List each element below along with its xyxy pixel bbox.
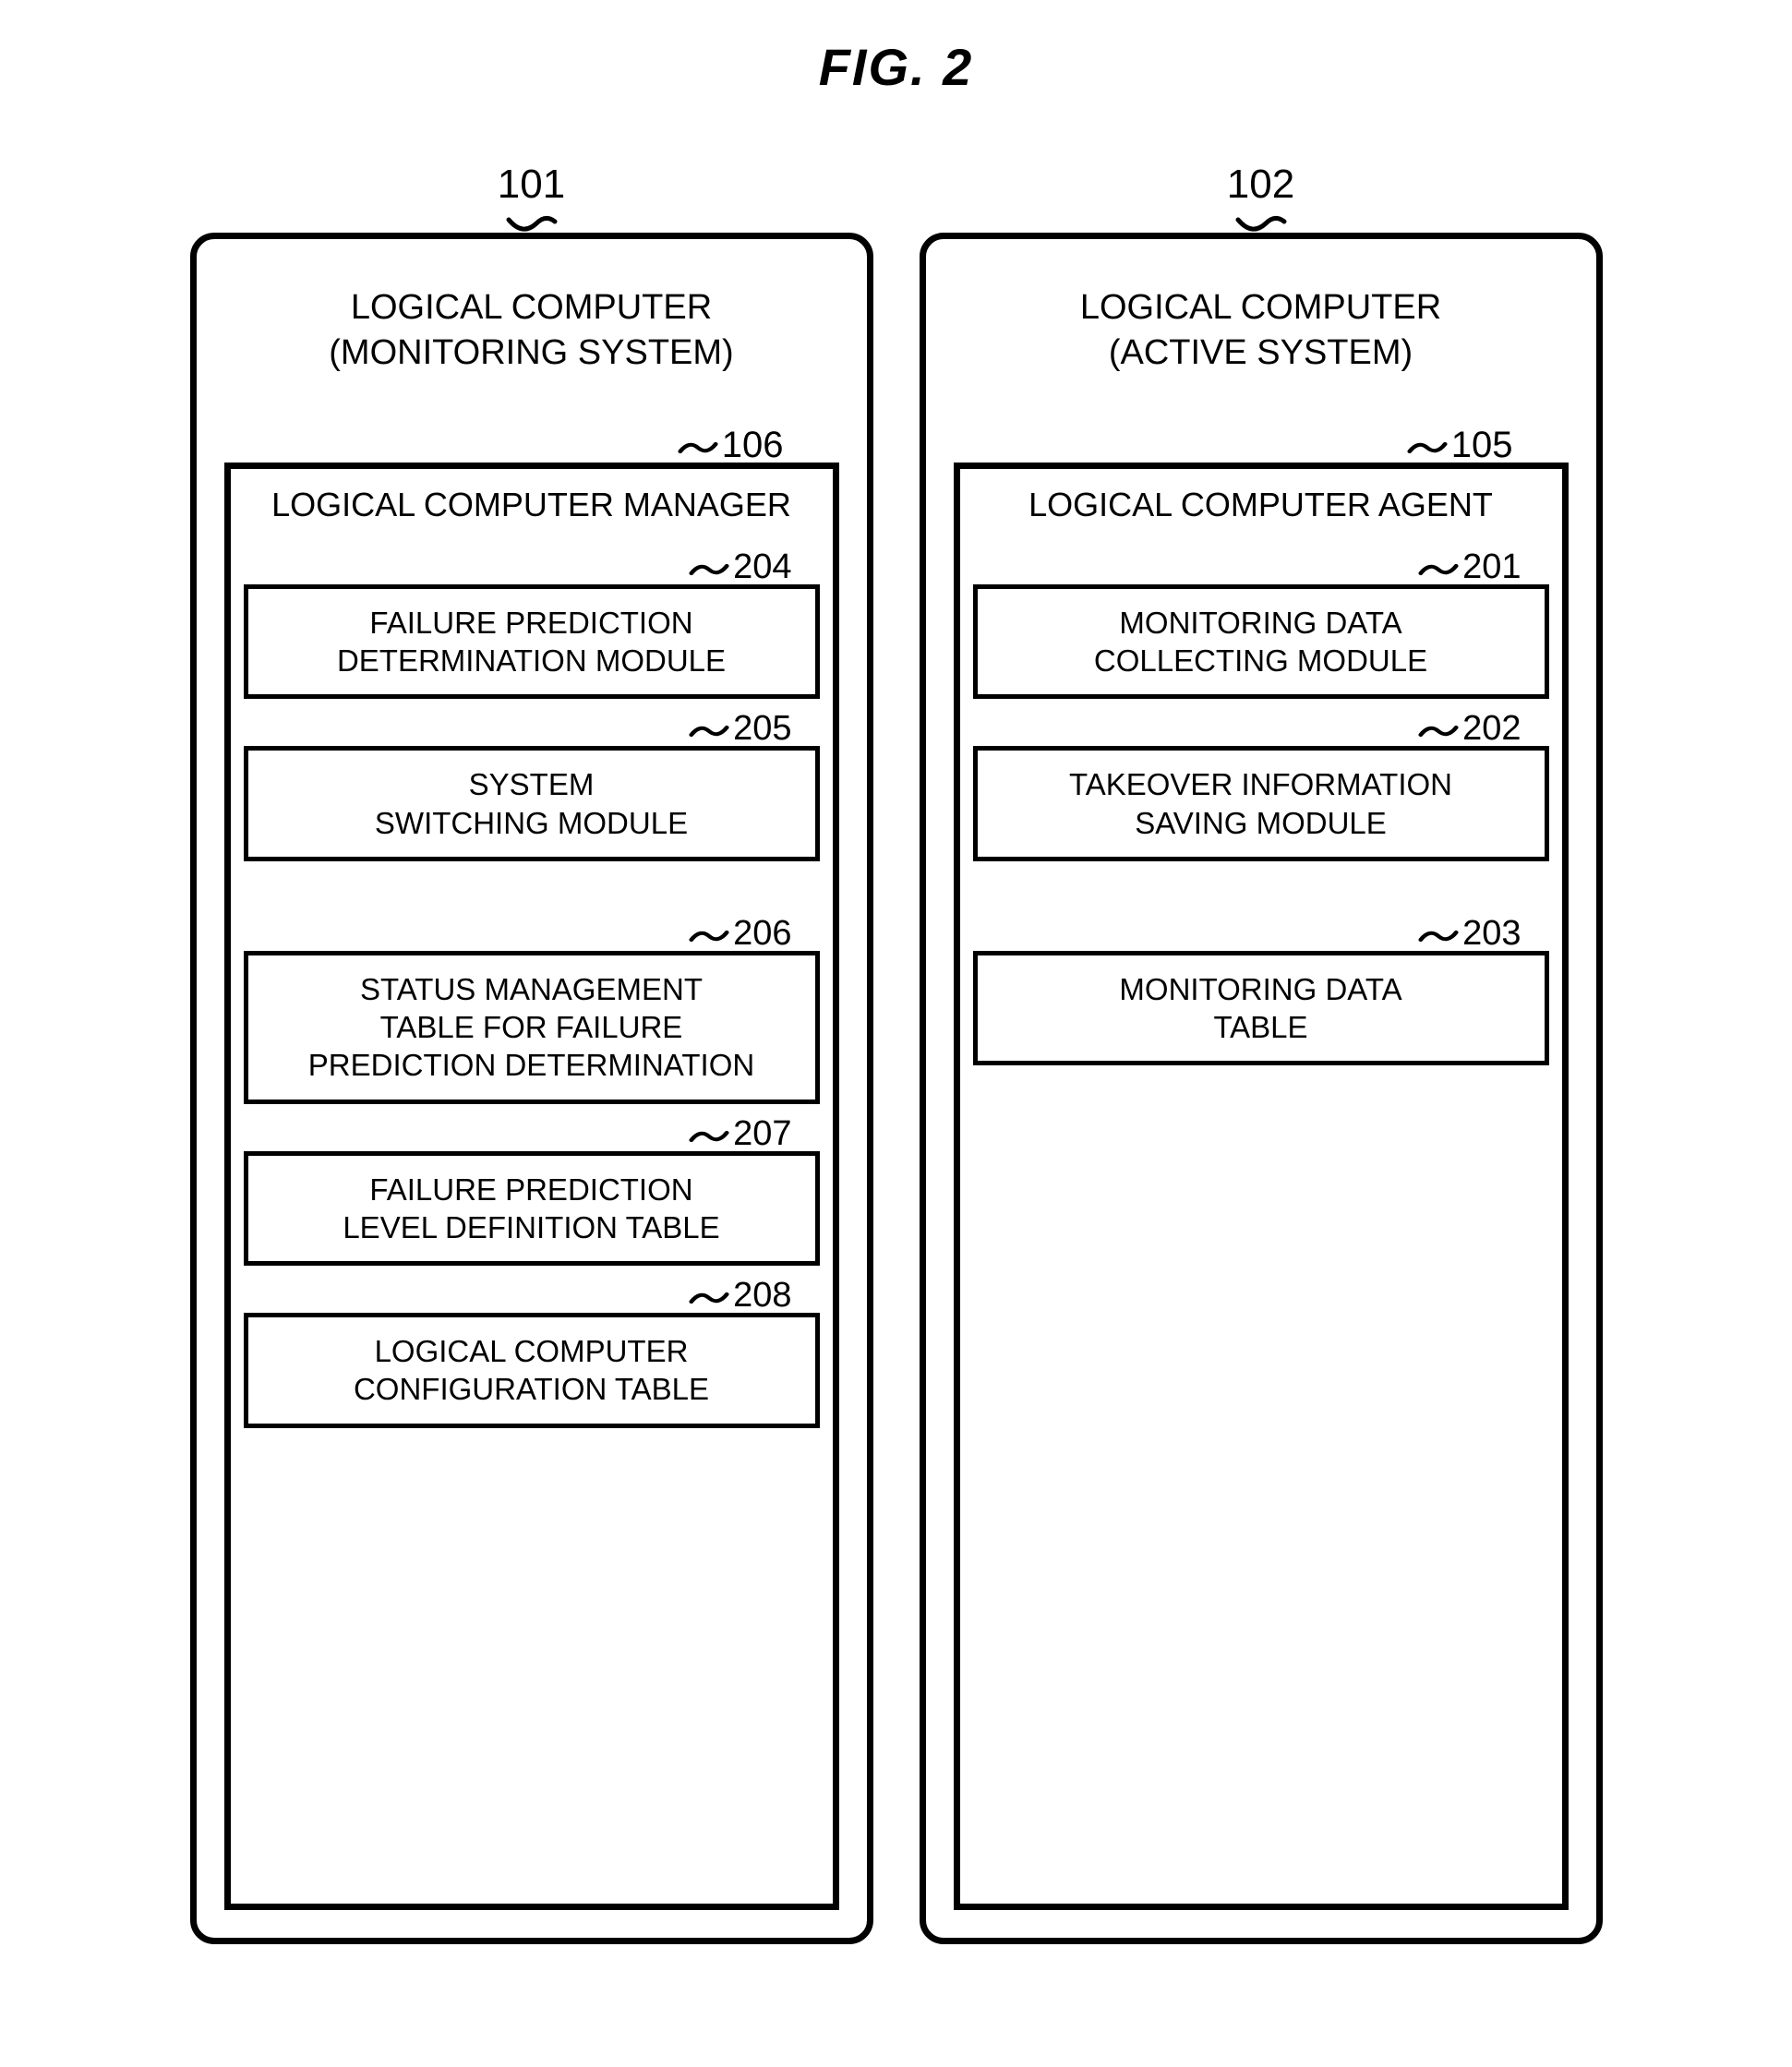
m202-ref: 202 [1462, 709, 1521, 749]
left-inner-box: LOGICAL COMPUTER MANAGER 204 FAILURE PRE… [224, 463, 839, 1910]
tilde-icon [689, 917, 728, 956]
m206-ref: 206 [733, 914, 791, 954]
m208-line2: CONFIGURATION TABLE [354, 1372, 709, 1406]
right-inner-ref-row: 105 [954, 423, 1569, 468]
tilde-icon [1407, 428, 1447, 468]
right-inner-ref: 105 [1451, 425, 1513, 466]
module-206: STATUS MANAGEMENT TABLE FOR FAILURE PRED… [244, 951, 820, 1104]
tilde-icon [678, 428, 717, 468]
spacer [973, 869, 1549, 911]
m204-ref-row: 204 [244, 545, 820, 590]
spacer [244, 869, 820, 911]
columns-wrapper: 101 LOGICAL COMPUTER (MONITORING SYSTEM)… [190, 162, 1603, 1944]
module-201: MONITORING DATA COLLECTING MODULE [973, 584, 1549, 700]
m204-ref: 204 [733, 547, 791, 587]
module-208: LOGICAL COMPUTER CONFIGURATION TABLE [244, 1313, 820, 1428]
module-207: FAILURE PREDICTION LEVEL DEFINITION TABL… [244, 1151, 820, 1267]
tilde-icon [689, 712, 728, 751]
m203-ref-row: 203 [973, 911, 1549, 956]
right-ref-num: 102 [920, 162, 1603, 208]
left-title-line2: (MONITORING SYSTEM) [329, 333, 733, 372]
m204-line1: FAILURE PREDICTION [369, 606, 692, 640]
right-outer-box: LOGICAL COMPUTER (ACTIVE SYSTEM) 105 LOG… [920, 233, 1603, 1944]
m208-ref: 208 [733, 1276, 791, 1316]
m206-line2: TABLE FOR FAILURE [380, 1010, 683, 1044]
module-203: MONITORING DATA TABLE [973, 951, 1549, 1066]
m202-line2: SAVING MODULE [1135, 806, 1387, 840]
left-outer-title: LOGICAL COMPUTER (MONITORING SYSTEM) [224, 285, 839, 377]
m206-line3: PREDICTION DETERMINATION [308, 1048, 754, 1082]
module-204: FAILURE PREDICTION DETERMINATION MODULE [244, 584, 820, 700]
tilde-icon [1418, 917, 1458, 956]
tilde-icon [1418, 712, 1458, 751]
m208-line1: LOGICAL COMPUTER [375, 1334, 689, 1368]
m205-ref: 205 [733, 709, 791, 749]
m208-ref-row: 208 [244, 1273, 820, 1318]
m207-ref: 207 [733, 1114, 791, 1154]
right-outer-title: LOGICAL COMPUTER (ACTIVE SYSTEM) [954, 285, 1569, 377]
tilde-icon [689, 1117, 728, 1157]
module-205: SYSTEM SWITCHING MODULE [244, 746, 820, 861]
right-column: 102 LOGICAL COMPUTER (ACTIVE SYSTEM) 105… [920, 162, 1603, 1944]
m201-line2: COLLECTING MODULE [1094, 643, 1427, 678]
left-column: 101 LOGICAL COMPUTER (MONITORING SYSTEM)… [190, 162, 873, 1944]
m207-line1: FAILURE PREDICTION [369, 1172, 692, 1207]
m201-line1: MONITORING DATA [1119, 606, 1401, 640]
m207-ref-row: 207 [244, 1112, 820, 1157]
left-ref-num: 101 [190, 162, 873, 208]
m203-ref: 203 [1462, 914, 1521, 954]
tilde-icon [689, 550, 728, 590]
m201-ref-row: 201 [973, 545, 1549, 590]
m201-ref: 201 [1462, 547, 1521, 587]
m203-line2: TABLE [1213, 1010, 1307, 1044]
right-inner-title: LOGICAL COMPUTER AGENT [973, 486, 1549, 524]
m204-line2: DETERMINATION MODULE [337, 643, 726, 678]
left-outer-box: LOGICAL COMPUTER (MONITORING SYSTEM) 106… [190, 233, 873, 1944]
module-202: TAKEOVER INFORMATION SAVING MODULE [973, 746, 1549, 861]
tilde-icon [1418, 550, 1458, 590]
m202-line1: TAKEOVER INFORMATION [1069, 767, 1452, 801]
m205-ref-row: 205 [244, 706, 820, 751]
right-inner-box: LOGICAL COMPUTER AGENT 201 MONITORING DA… [954, 463, 1569, 1910]
m206-ref-row: 206 [244, 911, 820, 956]
figure-title: FIG. 2 [819, 37, 974, 97]
right-title-line2: (ACTIVE SYSTEM) [1109, 333, 1413, 372]
left-inner-title: LOGICAL COMPUTER MANAGER [244, 486, 820, 524]
m202-ref-row: 202 [973, 706, 1549, 751]
left-inner-ref: 106 [722, 425, 784, 466]
left-title-line1: LOGICAL COMPUTER [351, 288, 712, 327]
m206-line1: STATUS MANAGEMENT [360, 972, 703, 1006]
right-title-line1: LOGICAL COMPUTER [1080, 288, 1441, 327]
m203-line1: MONITORING DATA [1119, 972, 1401, 1006]
m205-line1: SYSTEM [469, 767, 595, 801]
tilde-icon [689, 1279, 728, 1318]
m207-line2: LEVEL DEFINITION TABLE [343, 1210, 719, 1244]
figure-root: FIG. 2 101 LOGICAL COMPUTER (MONITORING … [37, 37, 1755, 1944]
m205-line2: SWITCHING MODULE [375, 806, 688, 840]
left-inner-ref-row: 106 [224, 423, 839, 468]
